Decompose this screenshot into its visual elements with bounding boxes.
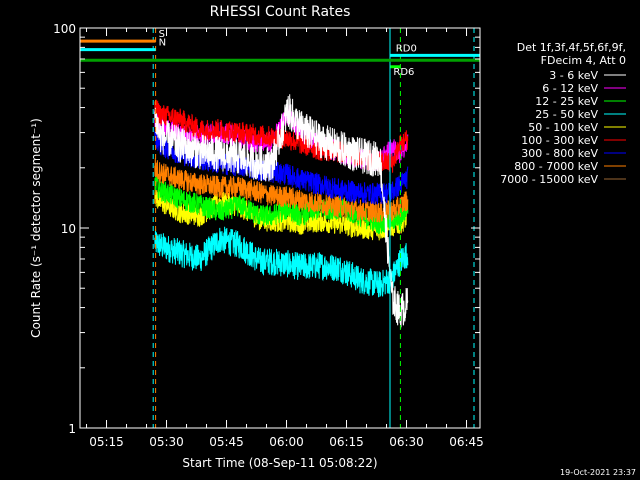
x-tick-label: 06:15: [329, 435, 364, 449]
x-axis-label: Start Time (08-Sep-11 05:08:22): [182, 456, 377, 470]
footer-date: 19-Oct-2021 23:37: [560, 468, 636, 477]
y-tick-label: 100: [53, 22, 76, 36]
annotation-label-1: N: [159, 38, 166, 49]
series-line-0: [154, 94, 409, 329]
legend-label-2: 12 - 25 keV: [535, 95, 598, 108]
x-tick-label: 05:30: [149, 435, 184, 449]
legend-label-8: 7000 - 15000 keV: [500, 173, 598, 186]
y-axis-label: Count Rate (s⁻¹ detector segment⁻¹): [29, 118, 43, 338]
x-tick-label: 05:15: [89, 435, 124, 449]
legend-label-7: 800 - 7000 keV: [514, 160, 598, 173]
x-tick-label: 06:45: [449, 435, 484, 449]
x-tick-label: 06:00: [269, 435, 304, 449]
legend-label-0: 3 - 6 keV: [549, 69, 598, 82]
legend: Det 1f,3f,4f,5f,6f,9f, FDecim 4, Att 0 3…: [500, 41, 626, 186]
series-line-3: [154, 226, 409, 298]
x-tick-label: 06:30: [389, 435, 424, 449]
annotation-label-2: RD6: [393, 67, 414, 78]
y-tick-label: 10: [61, 222, 76, 236]
axis-layer: 05:15 05:30 05:45 06:00 06:15 06:30 06:45 1 10 10…: [53, 22, 484, 449]
legend-label-5: 100 - 300 keV: [521, 134, 598, 147]
legend-header-line-1: Det 1f,3f,4f,5f,6f,9f,: [517, 41, 626, 54]
series-layer: [154, 94, 409, 329]
legend-label-6: 300 - 800 keV: [521, 147, 598, 160]
chart-title: RHESSI Count Rates: [210, 4, 351, 20]
x-tick-label: 05:45: [209, 435, 244, 449]
annotation-label-3: RD0: [396, 43, 417, 54]
legend-label-4: 50 - 100 keV: [528, 121, 598, 134]
y-tick-label: 1: [68, 422, 76, 436]
legend-label-3: 25 - 50 keV: [535, 108, 598, 121]
legend-header-line-2: FDecim 4, Att 0: [541, 54, 626, 67]
annotation-label-0: S: [159, 29, 165, 40]
series-line-7: [154, 158, 409, 223]
legend-label-1: 6 - 12 keV: [542, 82, 598, 95]
